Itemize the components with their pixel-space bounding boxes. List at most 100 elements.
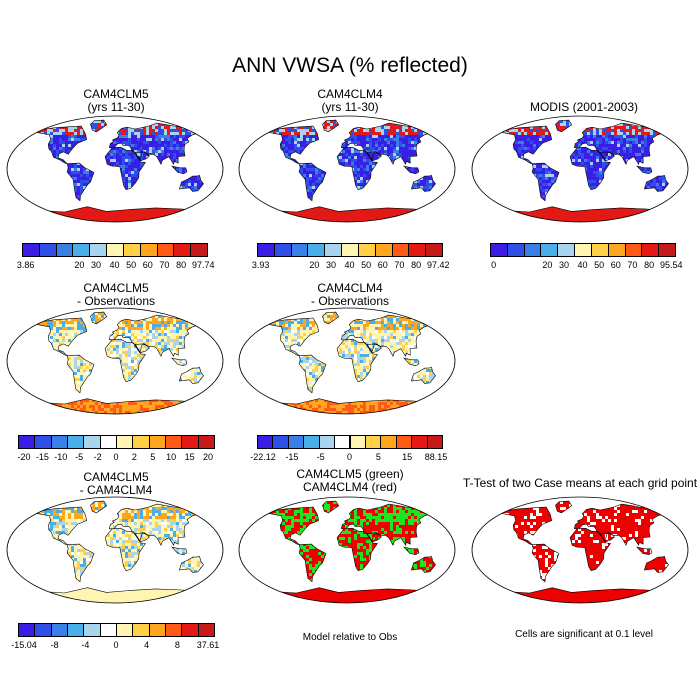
colorbar-swatch xyxy=(34,435,52,449)
colorbar-swatch xyxy=(148,435,166,449)
colorbar-tick-label: 2 xyxy=(132,452,137,462)
colorbar-swatch xyxy=(523,243,542,257)
colorbar-tick-label: 8 xyxy=(175,640,180,650)
colorbar-tick-label: 70 xyxy=(159,260,169,270)
map-p5 xyxy=(237,306,457,416)
colorbar-swatch xyxy=(190,243,208,257)
colorbar-tick-label: 60 xyxy=(143,260,153,270)
colorbar-tick-label: 30 xyxy=(559,260,569,270)
colorbar-tick-label: -2 xyxy=(94,452,102,462)
colorbar-tick-label: 3.93 xyxy=(252,260,270,270)
note-significance: Cells are significant at 0.1 level xyxy=(468,629,700,640)
colorbar-swatch xyxy=(67,623,85,637)
colorbar-tick-label: 30 xyxy=(91,260,101,270)
colorbar-tick-label: 3.86 xyxy=(17,260,35,270)
colorbar-swatch xyxy=(106,243,124,257)
colorbar-swatch xyxy=(83,623,101,637)
colorbar-swatch xyxy=(574,243,592,257)
colorbar-swatch xyxy=(624,243,643,257)
colorbar-swatch xyxy=(50,623,68,637)
colorbar-tick-label: -22.12 xyxy=(250,452,276,462)
colorbar-swatch xyxy=(590,243,609,257)
colorbar-tick-label: 0 xyxy=(491,260,496,270)
colorbar-swatch xyxy=(132,435,150,449)
colorbar-tick-label: 80 xyxy=(176,260,186,270)
map-p3 xyxy=(470,114,690,224)
colorbar-tick-label: -15 xyxy=(285,452,298,462)
colorbar-tick-label: 70 xyxy=(394,260,404,270)
colorbar-swatch xyxy=(395,435,413,449)
colorbar-swatch xyxy=(67,435,85,449)
colorbar-swatch xyxy=(273,243,292,257)
colorbar-swatch xyxy=(426,435,443,449)
colorbar-tick-label: -4 xyxy=(81,640,89,650)
panel-title-p8: T-Test of two Case means at each grid po… xyxy=(460,477,700,490)
map-p1 xyxy=(5,114,225,224)
colorbar-swatch xyxy=(287,435,305,449)
panel-title-p7: CAM4CLM5 (green) CAM4CLM4 (red) xyxy=(234,468,466,494)
colorbar-tick-label: -5 xyxy=(75,452,83,462)
colorbar-swatch xyxy=(411,435,428,449)
colorbar-swatch xyxy=(34,623,52,637)
map-p4 xyxy=(5,306,225,416)
colorbar-swatch xyxy=(334,435,351,449)
colorbar-swatch xyxy=(391,243,410,257)
colorbar-swatch xyxy=(290,243,309,257)
colorbar-swatch xyxy=(257,243,275,257)
colorbar-tick-label: -8 xyxy=(51,640,59,650)
colorbar-tick-label: 40 xyxy=(344,260,354,270)
colorbar-swatch xyxy=(116,435,134,449)
colorbar-p5: -22.12 -15 -5 0 5 15 88.15 xyxy=(250,435,447,462)
panel-title-p4: CAM4CLM5- Observations xyxy=(0,282,232,308)
colorbar-swatch xyxy=(18,435,36,449)
colorbar-tick-label: 80 xyxy=(644,260,654,270)
colorbar-swatch xyxy=(341,243,359,257)
panel-title-p3: MODIS (2001-2003) xyxy=(468,101,700,114)
colorbar-swatch xyxy=(490,243,508,257)
colorbar-tick-label: 5 xyxy=(150,452,155,462)
colorbar-swatch xyxy=(303,435,320,449)
colorbar-swatch xyxy=(99,623,117,637)
figure-title: ANN VWSA (% reflected) xyxy=(0,54,700,78)
colorbar-swatch xyxy=(89,243,108,257)
colorbar-tick-label: 4 xyxy=(144,640,149,650)
colorbar-swatch xyxy=(257,435,274,449)
colorbar-swatch xyxy=(50,435,68,449)
colorbar-tick-label: 15 xyxy=(402,452,412,462)
colorbar-tick-label: 20 xyxy=(542,260,552,270)
colorbar-tick-label: 97.42 xyxy=(427,260,450,270)
colorbar-swatch xyxy=(139,243,158,257)
colorbar-tick-label: -20 xyxy=(17,452,30,462)
colorbar-swatch xyxy=(318,435,336,449)
colorbar-tick-label: 20 xyxy=(309,260,319,270)
colorbar-tick-label: 5 xyxy=(376,452,381,462)
map-p7 xyxy=(237,495,457,605)
colorbar-swatch xyxy=(72,243,91,257)
colorbar-swatch xyxy=(357,243,376,257)
colorbar-swatch xyxy=(18,623,36,637)
colorbar-p6: -15.04 -8 -4 0 4 8 37.61 xyxy=(11,623,219,650)
colorbar-swatch xyxy=(22,243,40,257)
map-p2 xyxy=(237,114,457,224)
colorbar-swatch xyxy=(173,243,192,257)
colorbar-swatch xyxy=(506,243,525,257)
colorbar-swatch xyxy=(99,435,117,449)
colorbar-swatch xyxy=(122,243,141,257)
colorbar-tick-label: 50 xyxy=(594,260,604,270)
colorbar-swatch xyxy=(380,435,397,449)
colorbar-swatch xyxy=(349,435,366,449)
colorbar-swatch xyxy=(197,623,215,637)
colorbar-tick-label: 0 xyxy=(113,452,118,462)
colorbar-swatch xyxy=(408,243,427,257)
map-p8 xyxy=(470,495,690,605)
colorbar-swatch xyxy=(181,435,199,449)
colorbar-tick-label: 15 xyxy=(185,452,195,462)
colorbar-swatch xyxy=(181,623,199,637)
colorbar-swatch xyxy=(197,435,215,449)
colorbar-tick-label: 97.74 xyxy=(192,260,215,270)
colorbar-tick-label: 60 xyxy=(378,260,388,270)
colorbar-tick-label: 0 xyxy=(113,640,118,650)
colorbar-tick-label: 40 xyxy=(109,260,119,270)
colorbar-swatch xyxy=(132,623,150,637)
panel-title-p1: CAM4CLM5 (yrs 11-30) xyxy=(0,88,232,114)
